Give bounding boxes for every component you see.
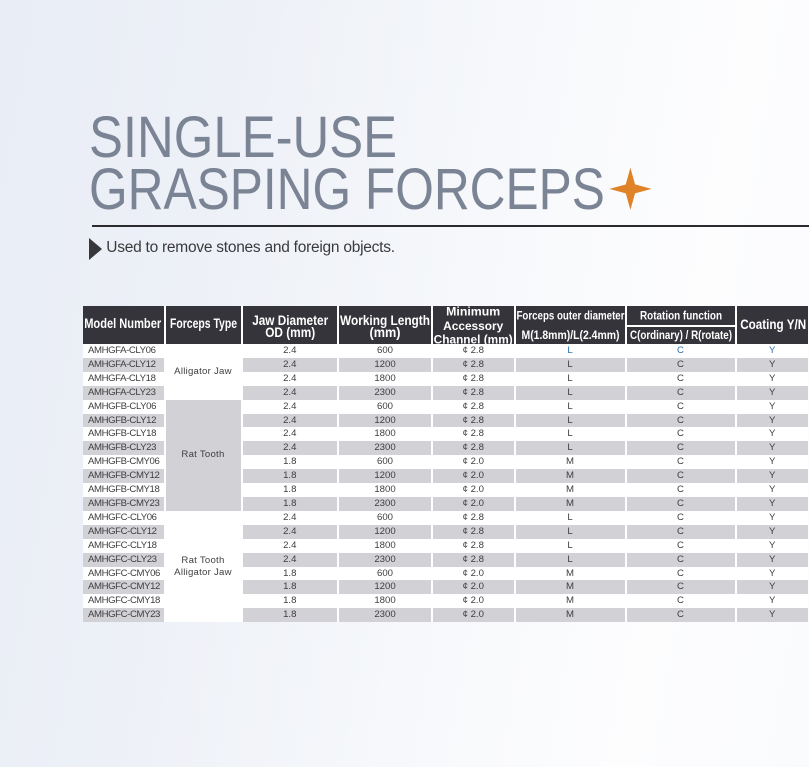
- svg-text:Working Length: Working Length: [340, 312, 430, 328]
- svg-text:Forceps Type: Forceps Type: [170, 315, 237, 331]
- svg-text:Rotation function: Rotation function: [640, 308, 722, 322]
- svg-text:C(ordinary) / R(rotate): C(ordinary) / R(rotate): [630, 328, 732, 342]
- svg-text:Coating Y/N: Coating Y/N: [740, 316, 806, 332]
- svg-text:Model Number: Model Number: [84, 315, 161, 331]
- svg-text:Jaw Diameter: Jaw Diameter: [252, 312, 328, 328]
- svg-text:OD (mm): OD (mm): [265, 324, 315, 340]
- svg-text:Forceps outer diameter: Forceps outer diameter: [516, 308, 624, 322]
- svg-text:Channel (mm): Channel (mm): [434, 333, 513, 344]
- svg-text:M(1.8mm)/L(2.4mm): M(1.8mm)/L(2.4mm): [521, 328, 619, 342]
- svg-text:(mm): (mm): [370, 324, 401, 340]
- svg-text:Minimum: Minimum: [446, 306, 500, 318]
- svg-text:Accessory: Accessory: [443, 320, 504, 333]
